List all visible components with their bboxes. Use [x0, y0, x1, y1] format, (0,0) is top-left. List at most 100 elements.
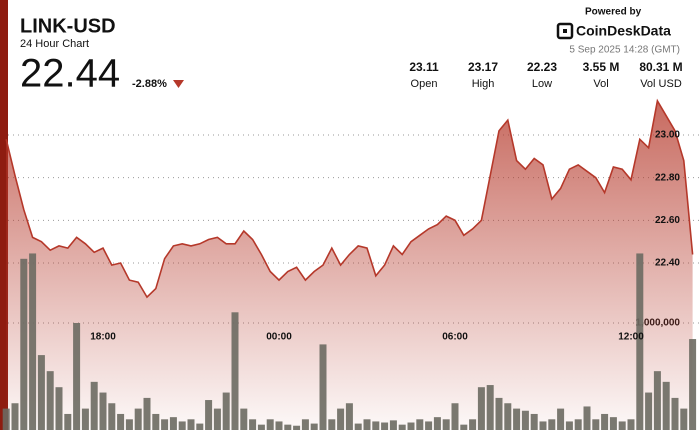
volume-bar	[310, 423, 318, 430]
x-tick-label: 00:00	[266, 332, 292, 343]
y-tick-label: 23.00	[655, 130, 680, 141]
y-tick-label: 22.60	[655, 215, 680, 226]
volume-bar	[636, 253, 644, 430]
volume-bar	[284, 424, 292, 430]
timestamp: 5 Sep 2025 14:28 (GMT)	[569, 45, 680, 56]
volume-bar	[486, 385, 494, 430]
stat-value: 22.23	[527, 60, 557, 74]
price-area	[6, 100, 693, 430]
volume-bar	[363, 419, 371, 430]
volume-bar	[20, 258, 28, 430]
volume-bar	[73, 323, 81, 430]
volume-bar	[205, 400, 213, 430]
volume-bar	[319, 344, 327, 430]
volume-bar	[495, 397, 503, 430]
volume-bar	[645, 392, 653, 430]
volume-bar	[689, 339, 697, 430]
volume-bar	[592, 419, 600, 430]
volume-bar	[389, 420, 397, 430]
volume-bar	[381, 422, 389, 430]
change: -2.88%	[132, 78, 167, 90]
chart-title: LINK-USD	[20, 15, 116, 37]
down-arrow	[173, 80, 184, 88]
volume-bar	[275, 421, 283, 430]
volume-bar	[81, 408, 89, 430]
volume-bar	[293, 425, 301, 430]
volume-bar	[213, 408, 221, 430]
volume-bar	[372, 421, 380, 430]
volume-bar	[117, 413, 125, 430]
stat-label: Open	[411, 78, 438, 90]
volume-bar	[565, 421, 573, 430]
brand: CoinDeskData	[576, 23, 671, 39]
volume-bar	[90, 381, 98, 430]
volume-bar	[671, 397, 679, 430]
volume-bar	[407, 422, 415, 430]
volume-bar	[99, 392, 107, 430]
volume-bar	[521, 410, 529, 430]
volume-bar	[539, 421, 547, 430]
volume-bar	[416, 419, 424, 430]
volume-bar	[337, 408, 345, 430]
volume-bar	[460, 424, 468, 430]
stat-value: 80.31 M	[639, 60, 682, 74]
volume-bar	[653, 371, 661, 430]
volume-bar	[398, 424, 406, 430]
volume-bar	[601, 413, 609, 430]
volume-bar	[178, 421, 186, 430]
volume-bar	[583, 406, 591, 430]
x-tick-label: 12:00	[618, 332, 644, 343]
volume-bar	[618, 421, 626, 430]
price: 22.44	[20, 52, 120, 96]
y-tick-label: 22.80	[655, 172, 680, 183]
volume-bar	[240, 408, 248, 430]
volume-bar	[187, 419, 195, 430]
stat-label: Low	[532, 78, 552, 90]
powered-by: Powered by	[585, 7, 642, 18]
x-tick-label: 06:00	[442, 332, 468, 343]
stat-value: 23.11	[409, 60, 439, 74]
volume-bar	[55, 387, 63, 430]
volume-bar	[627, 419, 635, 430]
y-tick-label: 22.40	[655, 258, 680, 269]
volume-bar	[662, 381, 670, 430]
volume-bar	[196, 423, 204, 430]
volume-bar	[11, 403, 19, 430]
volume-bar	[46, 371, 54, 430]
price-line	[5, 98, 694, 299]
volume-bar	[108, 403, 116, 430]
stat-value: 23.17	[468, 60, 498, 74]
stat-label: High	[472, 78, 495, 90]
stat-value: 3.55 M	[583, 60, 620, 74]
volume-bar	[442, 419, 450, 430]
volume-bar	[2, 408, 10, 430]
volume-bar	[37, 355, 45, 430]
volume-bar	[557, 408, 565, 430]
volume-bar	[231, 312, 239, 430]
volume-bar	[152, 413, 160, 430]
volume-bar	[548, 419, 556, 430]
stat-label: Vol	[593, 78, 608, 90]
volume-bar	[345, 403, 353, 430]
x-tick-label: 18:00	[90, 332, 116, 343]
volume-bar	[504, 403, 512, 430]
stat-label: Vol USD	[640, 78, 682, 90]
volume-bar	[354, 423, 362, 430]
volume-bar	[574, 419, 582, 430]
volume-bar	[249, 419, 257, 430]
subtitle: 24 Hour Chart	[20, 38, 89, 50]
volume-bar	[301, 419, 309, 430]
volume-bar	[143, 397, 151, 430]
volume-bar	[161, 419, 169, 430]
volume-bar	[29, 253, 37, 430]
volume-bar	[477, 387, 485, 430]
volume-bar	[433, 417, 441, 430]
volume-bar	[125, 419, 133, 430]
volume-bar	[680, 408, 688, 430]
volume-bar	[513, 408, 521, 430]
volume-bar	[530, 413, 538, 430]
volume-bar	[328, 419, 336, 430]
volume-bar	[609, 417, 617, 430]
volume-bar	[64, 413, 72, 430]
